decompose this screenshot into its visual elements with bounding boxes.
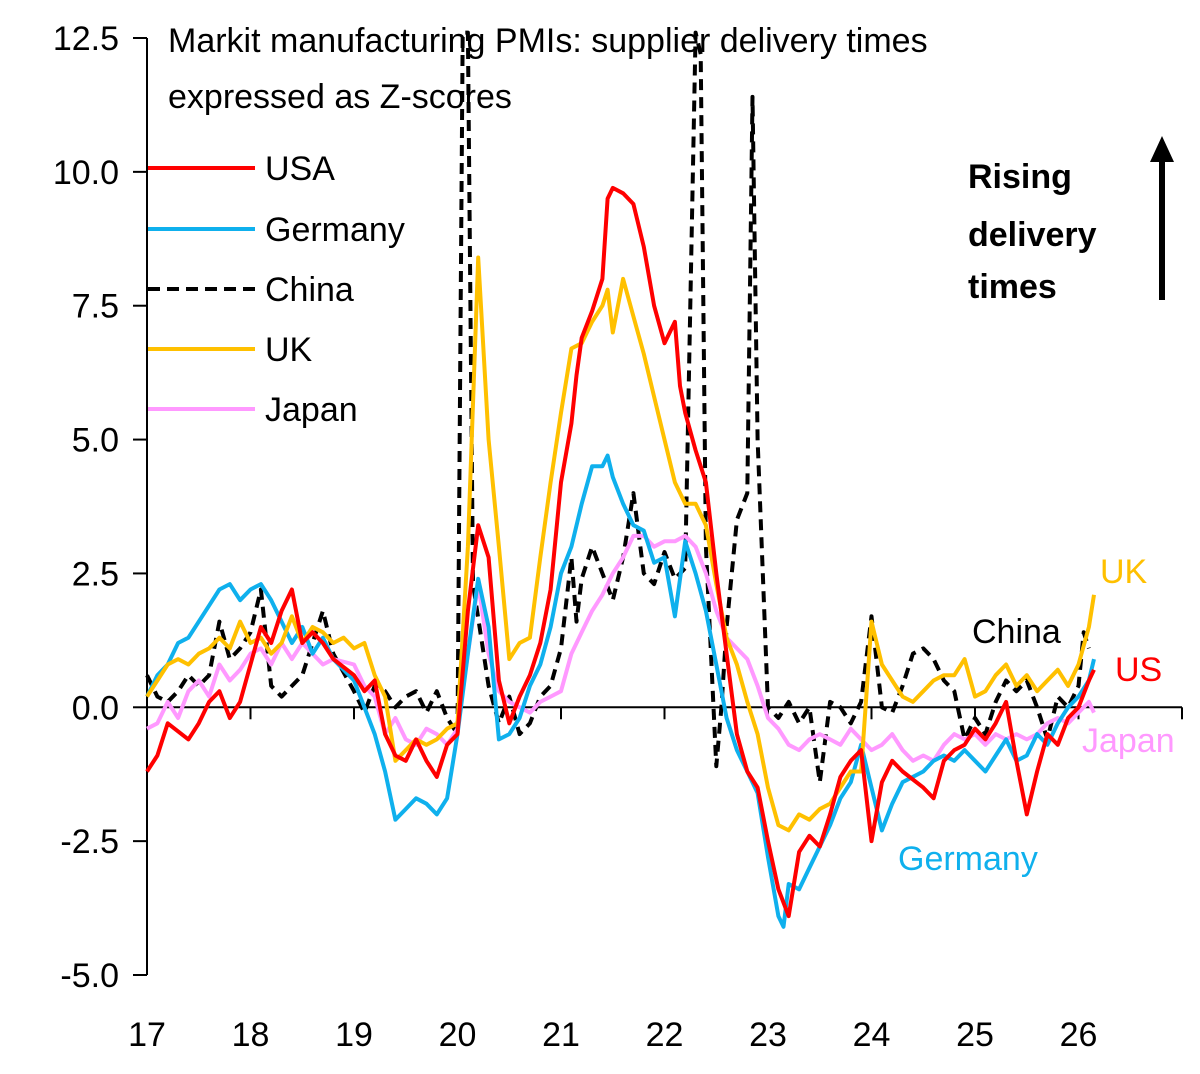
end-label-germany: Germany	[898, 840, 1038, 878]
y-tick-label: -5.0	[60, 957, 119, 995]
y-tick-label: 2.5	[72, 555, 119, 593]
legend-label-japan: Japan	[265, 391, 358, 429]
legend-label-usa: USA	[265, 150, 335, 188]
x-tick-label: 20	[439, 1016, 477, 1054]
x-tick-label: 23	[749, 1016, 787, 1054]
x-tick-label: 21	[542, 1016, 580, 1054]
y-tick-label: 0.0	[72, 689, 119, 727]
series-line-china	[145, 30, 1091, 785]
x-tick-label: 22	[646, 1016, 684, 1054]
x-tick-label: 24	[853, 1016, 891, 1054]
end-label-china: China	[972, 613, 1061, 651]
x-tick-label: 19	[335, 1016, 373, 1054]
legend-label-china: China	[265, 271, 354, 309]
end-labels: UK China US Japan Germany	[898, 553, 1175, 878]
x-tick-label: 25	[956, 1016, 994, 1054]
y-tick-label: 10.0	[53, 154, 119, 192]
y-tick-label: 5.0	[72, 422, 119, 460]
x-tick-label: 18	[232, 1016, 270, 1054]
y-tick-label: 12.5	[53, 20, 119, 58]
chart-title-line-1: Markit manufacturing PMIs: supplier deli…	[168, 22, 928, 60]
end-label-japan: Japan	[1082, 722, 1175, 760]
y-tick-label: 7.5	[72, 288, 119, 326]
end-label-us: US	[1115, 651, 1162, 689]
x-tick-label: 17	[128, 1016, 166, 1054]
annotation-line-1: Rising	[968, 158, 1072, 196]
legend-label-germany: Germany	[265, 211, 405, 249]
rising-delivery-annotation: Rising delivery times	[968, 136, 1174, 306]
legend: USA Germany China UK Japan	[148, 150, 405, 429]
series-line-japan	[146, 533, 1096, 763]
y-tick-label: -2.5	[60, 823, 119, 861]
chart-title-line-2: expressed as Z-scores	[168, 78, 512, 116]
end-label-uk: UK	[1100, 553, 1148, 591]
annotation-line-3: times	[968, 268, 1057, 306]
legend-label-uk: UK	[265, 331, 313, 369]
chart-title: Markit manufacturing PMIs: supplier deli…	[168, 22, 928, 116]
series-line-usa	[145, 185, 1096, 919]
annotation-line-2: delivery	[968, 216, 1097, 254]
series-layer	[145, 30, 1096, 929]
tick-labels: 12.5 10.0 7.5 5.0 2.5 0.0 -2.5 -5.017 18 19 20 21 22…	[53, 20, 1098, 1054]
x-tick-label: 26	[1060, 1016, 1098, 1054]
up-arrow-icon	[1150, 136, 1174, 162]
